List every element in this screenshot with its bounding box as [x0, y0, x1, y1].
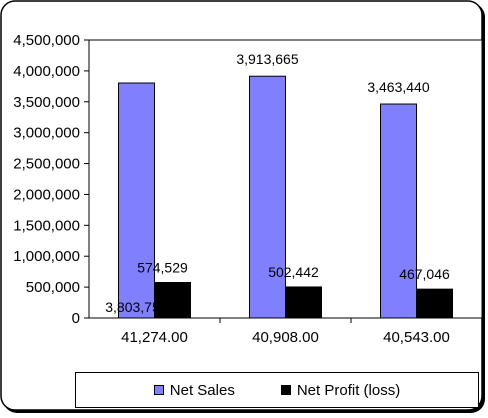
- legend-item-net-sales: Net Sales: [153, 381, 235, 399]
- y-tick-label: 2,500,000: [13, 156, 80, 173]
- legend: Net Sales Net Profit (loss): [75, 372, 479, 408]
- bar-net-sales: [118, 82, 155, 319]
- legend-swatch-net-profit: [280, 385, 291, 395]
- legend-swatch-net-sales: [153, 385, 164, 395]
- data-label-net-sales: 3,463,440: [367, 79, 429, 95]
- data-label-net-sales: 3,803,75: [105, 299, 160, 315]
- bar-net-sales: [380, 103, 417, 319]
- data-label-net-profit: 574,529: [137, 260, 188, 276]
- y-tick-label: 2,000,000: [13, 186, 80, 203]
- x-tick-label: 41,274.00: [121, 329, 188, 346]
- data-label-net-profit: 502,442: [268, 264, 319, 280]
- bar-net-profit: [285, 286, 322, 319]
- data-label-net-sales: 3,913,665: [236, 51, 298, 67]
- bar-net-profit: [416, 288, 453, 319]
- legend-label-net-sales: Net Sales: [169, 381, 235, 399]
- y-tick-label: 1,000,000: [13, 248, 80, 265]
- y-tick-label: 1,500,000: [13, 217, 80, 234]
- legend-item-net-profit: Net Profit (loss): [280, 381, 401, 399]
- data-label-net-profit: 467,046: [399, 266, 450, 282]
- bar-net-sales: [249, 75, 286, 319]
- y-tick-label: 4,000,000: [13, 63, 80, 80]
- bar-net-profit: [154, 282, 191, 319]
- y-tick-label: 3,500,000: [13, 94, 80, 111]
- x-tick-label: 40,908.00: [252, 329, 319, 346]
- y-tick-label: 500,000: [26, 279, 80, 296]
- y-tick-label: 3,000,000: [13, 125, 80, 142]
- y-tick-label: 0: [72, 310, 80, 327]
- legend-label-net-profit: Net Profit (loss): [296, 381, 401, 399]
- x-tick-label: 40,543.00: [383, 329, 450, 346]
- y-tick-label: 4,500,000: [13, 32, 80, 49]
